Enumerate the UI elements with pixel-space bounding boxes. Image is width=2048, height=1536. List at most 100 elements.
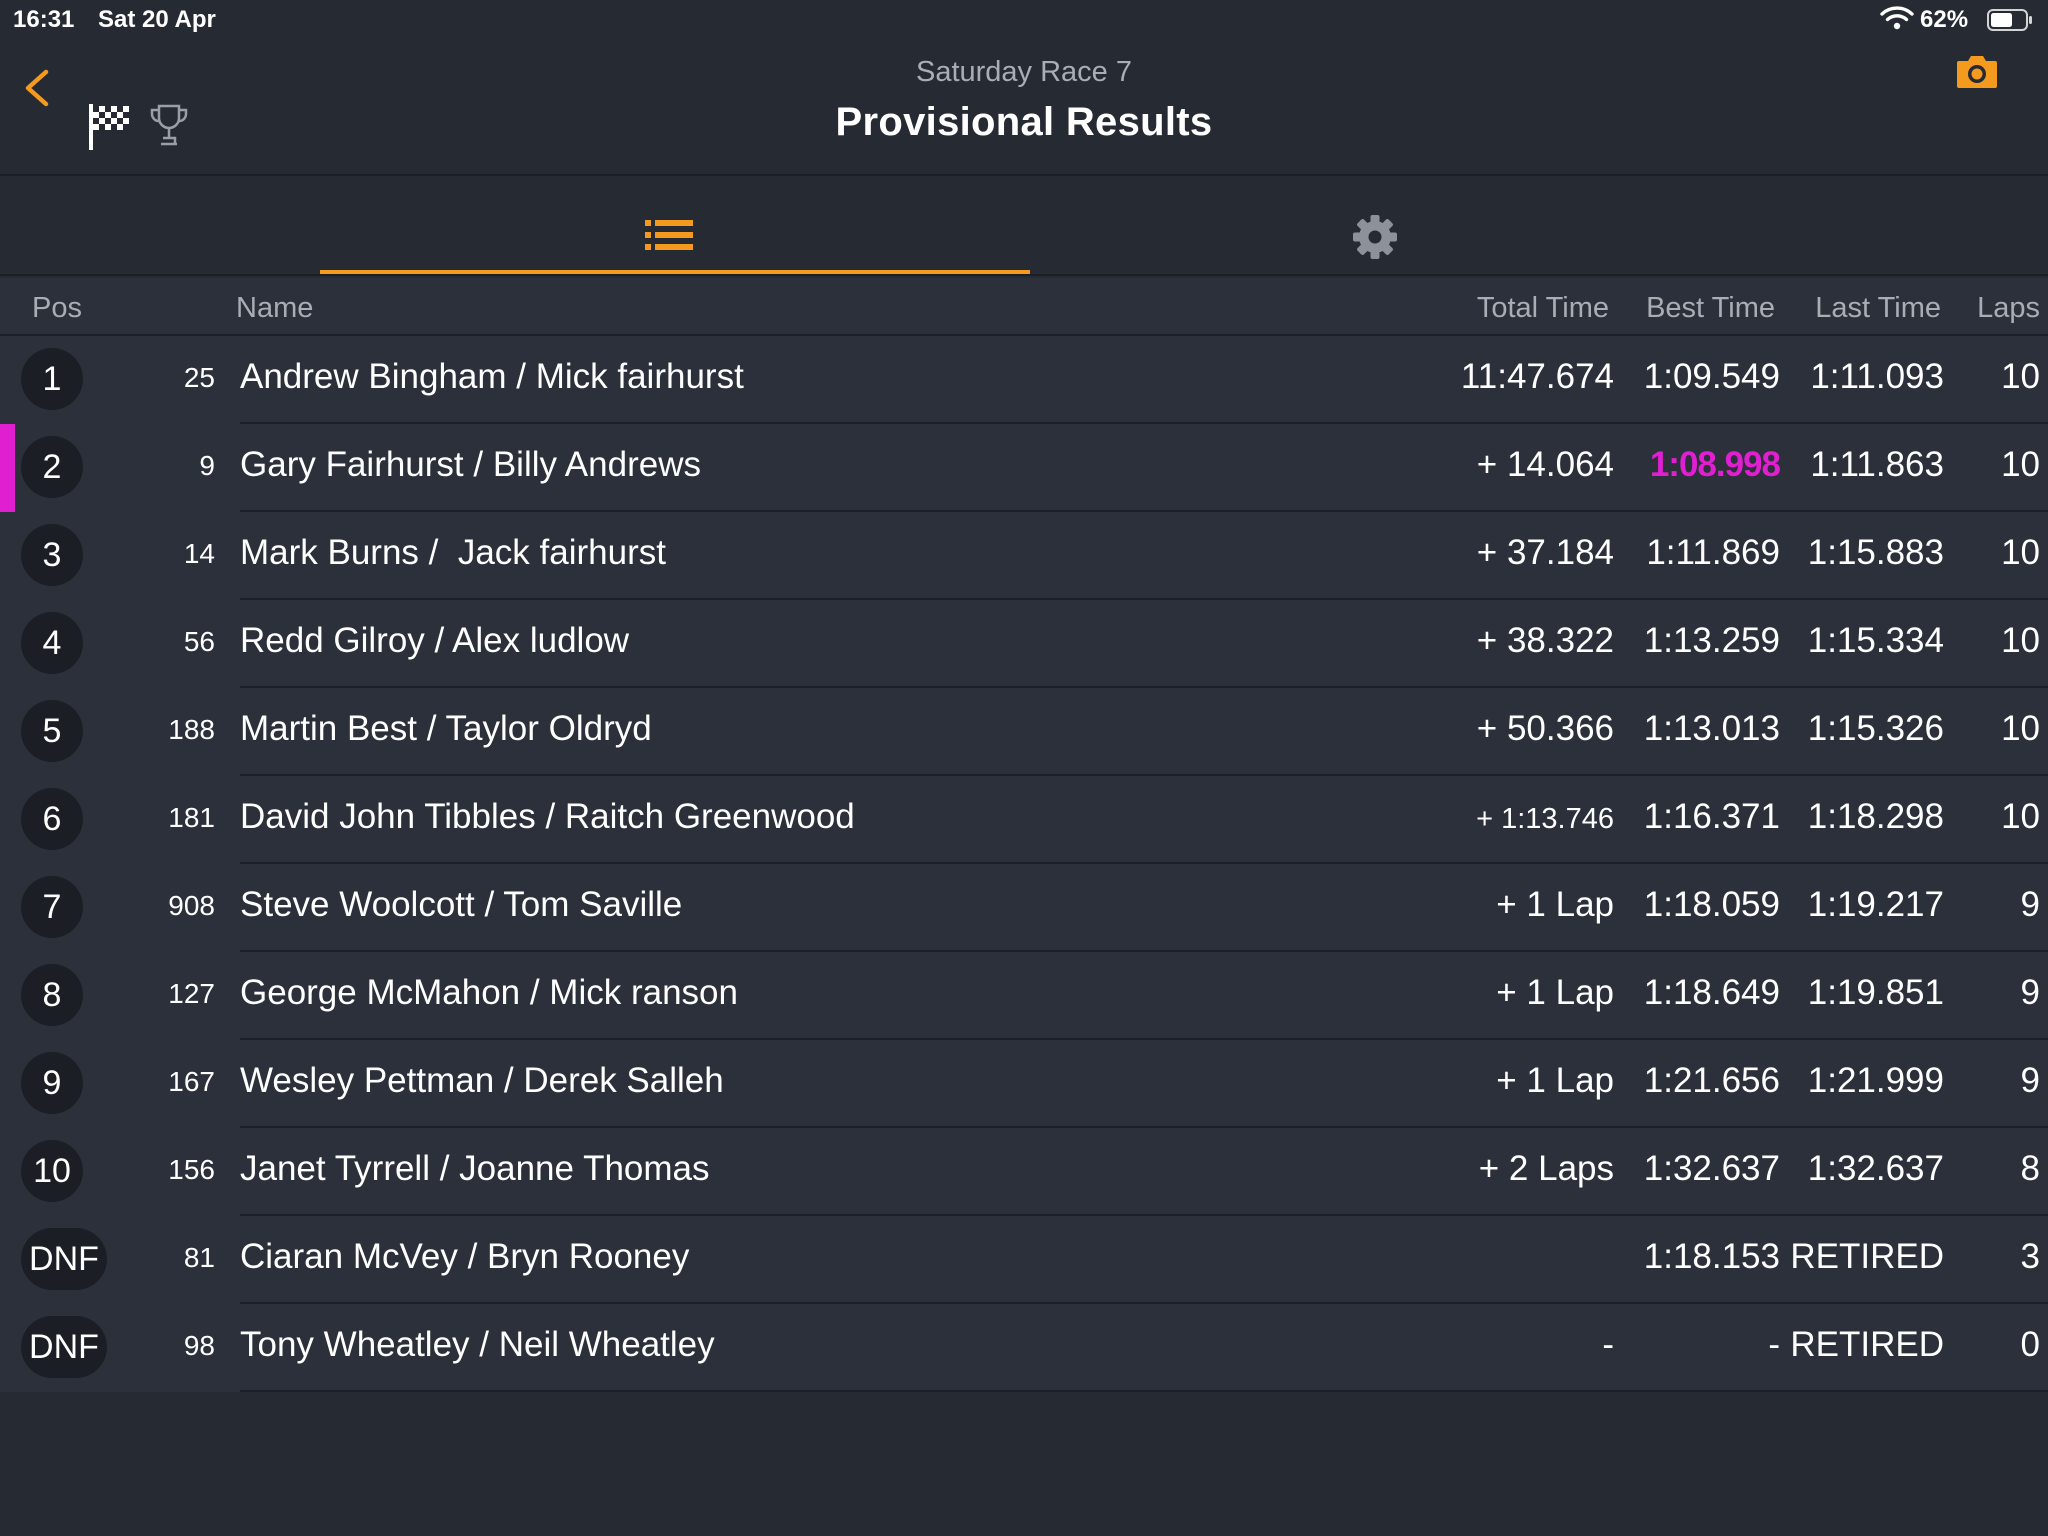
driver-names: Janet Tyrrell / Joanne Thomas (240, 1149, 710, 1188)
trophy-icon (150, 104, 188, 146)
row-divider (240, 598, 2048, 600)
row-divider (240, 1126, 2048, 1128)
battery-icon (1987, 9, 2032, 31)
fastest-lap-marker (0, 424, 15, 512)
laps: 9 (2020, 973, 2040, 1012)
race-name: Saturday Race 7 (915, 56, 1132, 88)
laps: 3 (2020, 1237, 2040, 1276)
total-time: + 1 Lap (1496, 973, 1614, 1012)
laps: 10 (2001, 797, 2040, 836)
column-header-row: Pos Name Total Time Best Time Last Time … (0, 278, 2048, 336)
car-number: 56 (183, 626, 215, 657)
car-number: 181 (168, 802, 215, 833)
driver-names: Wesley Pettman / Derek Salleh (240, 1061, 724, 1100)
driver-names: David John Tibbles / Raitch Greenwood (240, 797, 855, 836)
result-row[interactable]: 7 908 Steve Woolcott / Tom Saville + 1 L… (0, 864, 2048, 952)
column-laps: Laps (1977, 292, 2040, 324)
total-time: + 1 Lap (1496, 1061, 1614, 1100)
best-time: 1:09.549 (1643, 357, 1780, 396)
driver-names: Mark Burns / Jack fairhurst (240, 533, 666, 572)
tab-results-list[interactable] (320, 176, 1030, 274)
car-number: 81 (183, 1242, 215, 1273)
driver-names: George McMahon / Mick ranson (240, 973, 738, 1012)
row-divider (240, 950, 2048, 952)
row-divider (240, 686, 2048, 688)
column-last-time: Last Time (1815, 292, 1941, 324)
car-number: 127 (168, 978, 215, 1009)
laps: 10 (2001, 445, 2040, 484)
driver-names: Gary Fairhurst / Billy Andrews (240, 445, 701, 484)
best-time: 1:13.013 (1643, 709, 1780, 748)
column-best-time: Best Time (1646, 292, 1775, 324)
result-row[interactable]: 9 167 Wesley Pettman / Derek Salleh + 1 … (0, 1040, 2048, 1128)
camera-icon[interactable] (1955, 52, 1999, 90)
position-badge: 10 (21, 1140, 83, 1202)
last-time: 1:21.999 (1807, 1061, 1944, 1100)
result-row[interactable]: 6 181 David John Tibbles / Raitch Greenw… (0, 776, 2048, 864)
active-tab-indicator (320, 270, 1030, 274)
best-time: 1:13.259 (1643, 621, 1780, 660)
position-badge: DNF (21, 1228, 107, 1290)
position-badge: 8 (21, 964, 83, 1026)
list-icon (645, 220, 693, 250)
header: Saturday Race 7 Provisional Results (0, 40, 2048, 176)
last-time: 1:15.334 (1807, 621, 1944, 660)
car-number: 9 (199, 450, 215, 481)
laps: 10 (2001, 533, 2040, 572)
result-row[interactable]: 4 56 Redd Gilroy / Alex ludlow + 38.322 … (0, 600, 2048, 688)
last-time: 1:18.298 (1807, 797, 1944, 836)
driver-names: Steve Woolcott / Tom Saville (240, 885, 683, 924)
laps: 8 (2020, 1149, 2040, 1188)
position-badge: 3 (21, 524, 83, 586)
row-divider (240, 1390, 2048, 1392)
result-row[interactable]: 10 156 Janet Tyrrell / Joanne Thomas + 2… (0, 1128, 2048, 1216)
result-row[interactable]: 2 9 Gary Fairhurst / Billy Andrews + 14.… (0, 424, 2048, 512)
laps: 10 (2001, 357, 2040, 396)
checkered-flag-icon (89, 104, 129, 150)
laps: 10 (2001, 709, 2040, 748)
best-time: 1:32.637 (1643, 1149, 1780, 1188)
last-time: 1:11.863 (1810, 445, 1944, 484)
wifi-icon (1880, 6, 1914, 30)
position-badge: 9 (21, 1052, 83, 1114)
position-badge: 5 (21, 700, 83, 762)
gear-icon (1353, 215, 1397, 259)
total-time: + 50.366 (1476, 709, 1614, 748)
column-pos: Pos (32, 292, 82, 324)
total-time: 11:47.674 (1460, 357, 1614, 396)
position-badge: 1 (21, 348, 83, 410)
best-time: 1:18.649 (1643, 973, 1780, 1012)
row-divider (240, 422, 2048, 424)
car-number: 14 (183, 538, 215, 569)
total-time: + 1 Lap (1496, 885, 1614, 924)
tab-settings[interactable] (1030, 176, 1720, 274)
result-row[interactable]: DNF 98 Tony Wheatley / Neil Wheatley - -… (0, 1304, 2048, 1392)
position-badge: 4 (21, 612, 83, 674)
position-badge: DNF (21, 1316, 107, 1378)
status-bar: 16:31 Sat 20 Apr 62% (0, 0, 2048, 40)
best-time: - (1768, 1325, 1780, 1364)
total-time: + 38.322 (1476, 621, 1614, 660)
result-row[interactable]: DNF 81 Ciaran McVey / Bryn Rooney 1:18.1… (0, 1216, 2048, 1304)
driver-names: Tony Wheatley / Neil Wheatley (240, 1325, 715, 1364)
last-time: 1:11.093 (1810, 357, 1944, 396)
last-time: 1:15.326 (1807, 709, 1944, 748)
driver-names: Andrew Bingham / Mick fairhurst (240, 357, 744, 396)
back-chevron-icon[interactable] (18, 60, 58, 120)
driver-names: Ciaran McVey / Bryn Rooney (240, 1237, 690, 1276)
best-time: 1:18.153 (1643, 1237, 1780, 1276)
result-row[interactable]: 5 188 Martin Best / Taylor Oldryd + 50.3… (0, 688, 2048, 776)
last-time: 1:15.883 (1807, 533, 1944, 572)
results-table: 1 25 Andrew Bingham / Mick fairhurst 11:… (0, 336, 2048, 1392)
laps: 9 (2020, 885, 2040, 924)
row-divider (240, 510, 2048, 512)
last-time: 1:19.217 (1807, 885, 1944, 924)
car-number: 156 (168, 1154, 215, 1185)
result-row[interactable]: 3 14 Mark Burns / Jack fairhurst + 37.18… (0, 512, 2048, 600)
position-badge: 6 (21, 788, 83, 850)
best-time: 1:11.869 (1646, 533, 1780, 572)
result-row[interactable]: 1 25 Andrew Bingham / Mick fairhurst 11:… (0, 336, 2048, 424)
result-row[interactable]: 8 127 George McMahon / Mick ranson + 1 L… (0, 952, 2048, 1040)
car-number: 908 (168, 890, 215, 921)
